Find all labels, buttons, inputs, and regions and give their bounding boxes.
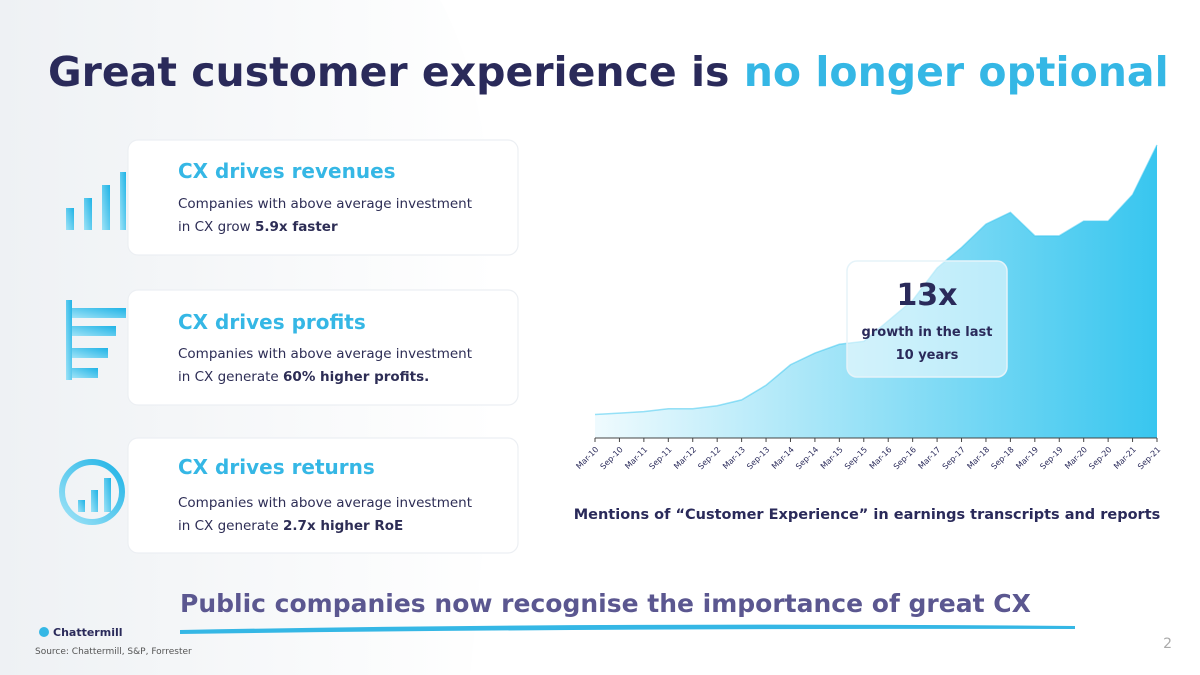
- x-tick-label: Mar-18: [965, 445, 991, 471]
- x-tick-label: Sep-20: [1087, 445, 1113, 471]
- card-text: in CX generate 60% higher profits.: [178, 369, 429, 385]
- card-text: in CX grow: [178, 219, 251, 235]
- x-tick-label: Sep-16: [892, 445, 918, 471]
- area: [595, 145, 1157, 438]
- logo: Chattermill: [39, 626, 123, 639]
- badge-text: growth in the last: [862, 325, 993, 340]
- card-text: Companies with above average investment: [178, 495, 472, 511]
- card-text: in CX generate 2.7x higher RoE: [178, 518, 403, 534]
- x-tick-label: Sep-10: [599, 445, 625, 471]
- card: CX drives returns Companies with above a…: [59, 437, 519, 554]
- card-text: in CX generate: [178, 369, 279, 385]
- x-tick-label: Sep-14: [794, 445, 820, 471]
- x-tick-label: Mar-19: [1014, 445, 1040, 471]
- badge-text: 10 years: [896, 348, 959, 363]
- icon: [59, 459, 125, 525]
- title: Great customer experience is no longer o…: [48, 48, 1169, 96]
- x-tick-label: Mar-12: [672, 445, 698, 471]
- source: Source: Chattermill, S&P, Forrester: [35, 647, 192, 657]
- tagline: Public companies now recognise the impor…: [180, 589, 1031, 618]
- x-tick-label: Sep-15: [843, 445, 869, 471]
- title-highlight: no longer optional: [744, 48, 1169, 96]
- card-text: Companies with above average investment: [178, 196, 472, 212]
- card-text: in CX grow 5.9x faster: [178, 219, 338, 235]
- x-tick-label: Sep-17: [941, 445, 967, 471]
- x-tick-label: Sep-21: [1136, 445, 1162, 471]
- x-tick-label: Sep-19: [1038, 445, 1064, 471]
- card-heading: CX drives profits: [178, 310, 366, 334]
- card: CX drives revenues Companies with above …: [66, 139, 519, 256]
- x-tick-label: Mar-14: [770, 445, 796, 471]
- card-bold: 2.7x higher RoE: [283, 518, 403, 534]
- badge-value: 13x: [896, 278, 957, 313]
- icon: [66, 172, 126, 230]
- card-text: in CX generate: [178, 518, 279, 534]
- card-bold: 5.9x faster: [255, 219, 338, 235]
- x-tick-label: Sep-13: [745, 445, 771, 471]
- chart-title: Mentions of “Customer Experience” in ear…: [574, 507, 1161, 523]
- x-tick-label: Mar-15: [819, 445, 845, 471]
- card-bold: 60% higher profits.: [283, 369, 429, 385]
- x-tick-label: Mar-17: [917, 445, 943, 471]
- x-tick-label: Sep-18: [989, 445, 1015, 471]
- card: CX drives profits Companies with above a…: [66, 289, 519, 406]
- badge: 13x growth in the last 10 years: [846, 260, 1008, 378]
- page-number: 2: [1163, 636, 1172, 652]
- x-tick-label: Mar-20: [1063, 445, 1089, 471]
- card-text: Companies with above average investment: [178, 346, 472, 362]
- card-heading: CX drives returns: [178, 455, 375, 479]
- x-tick-label: Mar-13: [721, 445, 747, 471]
- icon: [66, 300, 126, 380]
- x-tick-label: Sep-12: [696, 445, 722, 471]
- x-tick-label: Mar-11: [623, 445, 649, 471]
- underline: [180, 624, 1075, 634]
- card-heading: CX drives revenues: [178, 159, 396, 183]
- x-tick-label: Mar-10: [574, 445, 600, 471]
- x-tick-label: Mar-16: [868, 445, 894, 471]
- title-part: Great customer experience is: [48, 48, 729, 96]
- x-tick-label: Sep-11: [647, 445, 673, 471]
- x-tick-label: Mar-21: [1112, 445, 1138, 471]
- logo-text: Chattermill: [53, 626, 123, 639]
